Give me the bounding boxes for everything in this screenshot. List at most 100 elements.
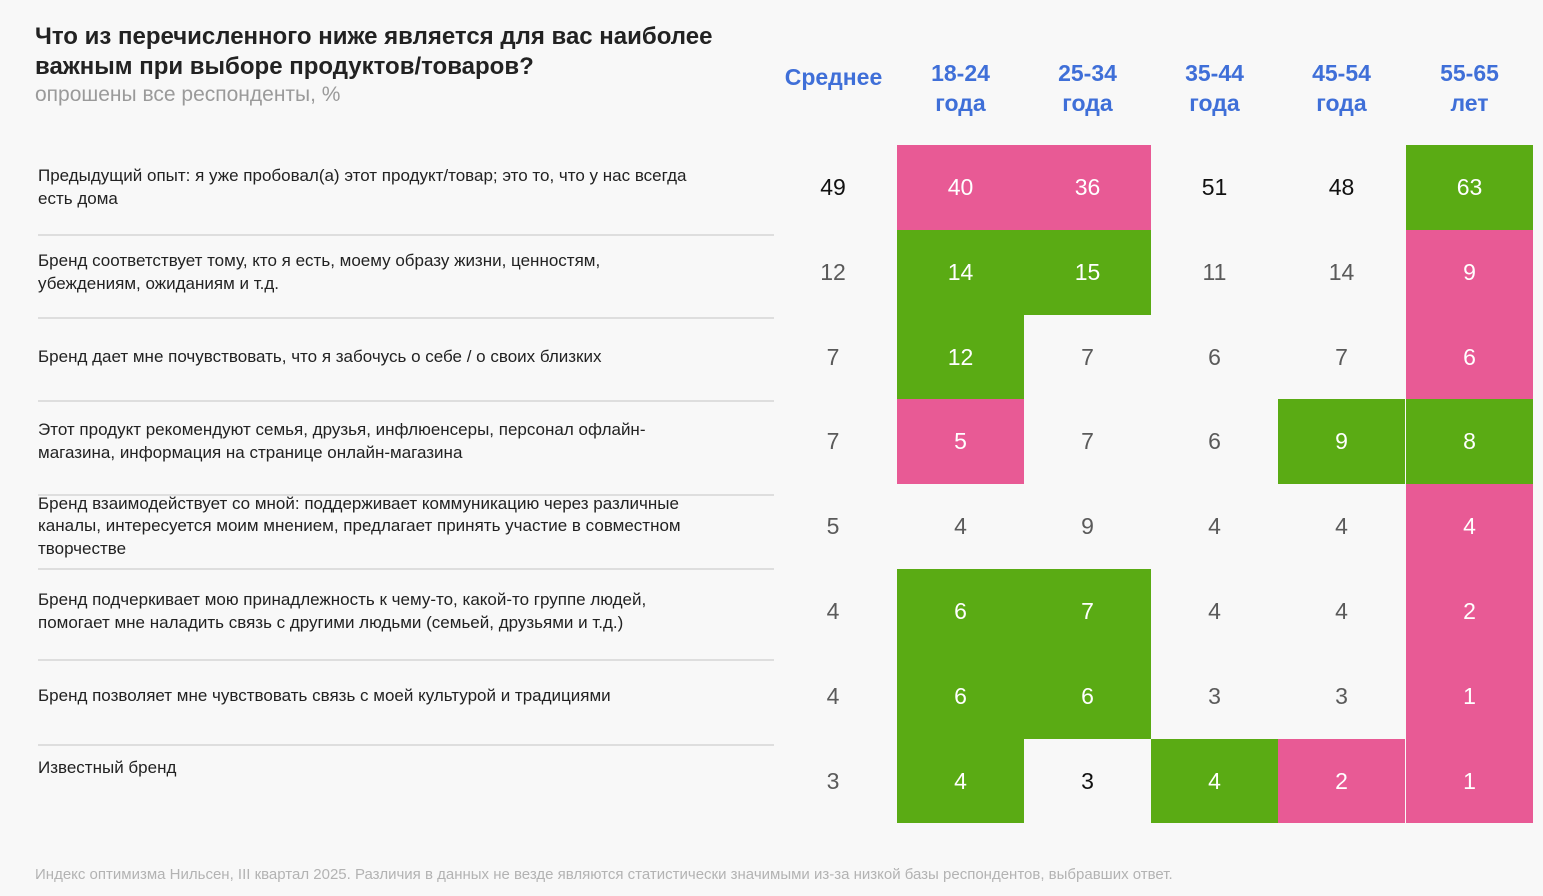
- table-cell: 3: [1278, 654, 1405, 739]
- table-cell: 3: [1024, 739, 1151, 823]
- cell-value: 4: [954, 767, 967, 794]
- row-label: Предыдущий опыт: я уже пробовал(а) этот …: [38, 165, 774, 210]
- table-cell: 4: [1151, 569, 1278, 654]
- cell-value: 4: [1208, 767, 1221, 794]
- table-cell: 63: [1406, 145, 1533, 230]
- cell-value: 7: [1081, 343, 1094, 370]
- cell-value: 4: [826, 683, 840, 709]
- cell-value: 48: [1328, 174, 1355, 200]
- column-header-2: 25-34 года: [1024, 58, 1151, 118]
- cell-value: 6: [954, 598, 967, 624]
- cell-value: 9: [1335, 428, 1348, 454]
- row-label-line-1: Предыдущий опыт: я уже пробовал(а) этот …: [38, 166, 687, 185]
- table-cell: 2: [1406, 569, 1533, 654]
- table-cell: 5: [770, 484, 896, 569]
- cell-value: 7: [826, 343, 840, 370]
- cell-value: 1: [1463, 683, 1476, 709]
- table-cell: 7: [1024, 399, 1151, 484]
- cell-value: 7: [826, 428, 840, 454]
- table-cell: 5: [897, 399, 1024, 484]
- chart-title-line-2: важным при выборе продуктов/товаров?: [35, 53, 534, 80]
- cell-value: 6: [1208, 343, 1221, 370]
- row-label: Бренд дает мне почувствовать, что я забо…: [38, 346, 774, 369]
- table-cell: 14: [1278, 230, 1405, 315]
- table-cell: 49: [770, 145, 896, 230]
- chart-title: Что из перечисленного ниже является для …: [35, 22, 795, 82]
- column-header-line-2: года: [935, 90, 986, 116]
- column-header-line-1: 35-44: [1185, 60, 1244, 86]
- column-header-line-1: 18-24: [931, 60, 990, 86]
- table-cell: 8: [1406, 399, 1533, 484]
- column-header-0: Среднее: [770, 62, 897, 92]
- cell-value: 6: [1463, 343, 1476, 370]
- table-cell: 12: [770, 230, 896, 315]
- column-header-line-2: лет: [1450, 90, 1489, 116]
- column-header-line-1: Среднее: [784, 64, 883, 90]
- table-cell: 48: [1278, 145, 1405, 230]
- cell-value: 11: [1202, 259, 1227, 285]
- table-cell: 12: [897, 315, 1024, 399]
- cell-value: 49: [820, 174, 846, 200]
- row-label-line-2: магазина, информация на странице онлайн-…: [38, 442, 463, 462]
- cell-value: 51: [1201, 174, 1228, 200]
- column-header-4: 45-54 года: [1278, 58, 1405, 118]
- table-cell: 6: [1024, 654, 1151, 739]
- row-label: Этот продукт рекомендуют семья, друзья, …: [38, 419, 774, 464]
- table-cell: 4: [1406, 484, 1533, 569]
- row-label: Бренд взаимодействует со мной: поддержив…: [38, 493, 774, 561]
- column-header-line-2: года: [1062, 90, 1113, 116]
- row-label-line-1: Бренд взаимодействует со мной: поддержив…: [38, 493, 679, 513]
- table-cell: 6: [1151, 315, 1278, 399]
- row-separator: [38, 494, 774, 496]
- cell-value: 7: [1081, 598, 1094, 624]
- row-label-line-2: есть дома: [38, 188, 118, 208]
- row-label-line-2: помогает мне наладить связь с другими лю…: [38, 612, 624, 632]
- cell-value: 2: [1335, 767, 1348, 794]
- column-header-line-2: года: [1189, 90, 1240, 116]
- table-cell: 9: [1278, 399, 1405, 484]
- cell-value: 5: [954, 428, 967, 454]
- row-label-line-1: Бренд подчеркивает мою принадлежность к …: [38, 590, 647, 609]
- cell-value: 8: [1463, 428, 1476, 454]
- row-separator: [38, 234, 774, 236]
- cell-value: 4: [954, 513, 967, 539]
- cell-value: 9: [1463, 259, 1476, 285]
- row-separator: [38, 568, 774, 570]
- cell-value: 4: [1335, 598, 1348, 624]
- cell-value: 9: [1081, 513, 1094, 539]
- footnote: Индекс оптимизма Нильсен, III квартал 20…: [35, 866, 1173, 883]
- row-separator: [38, 659, 774, 661]
- cell-value: 36: [1074, 174, 1101, 200]
- column-header-line-1: 45-54: [1312, 60, 1371, 86]
- table-cell: 4: [897, 739, 1024, 823]
- table-cell: 1: [1406, 739, 1533, 823]
- table-cell: 9: [1406, 230, 1533, 315]
- table-cell: 6: [897, 569, 1024, 654]
- table-cell: 2: [1278, 739, 1405, 823]
- cell-value: 6: [1081, 683, 1094, 709]
- cell-value: 4: [1463, 513, 1476, 539]
- cell-value: 6: [1208, 428, 1221, 454]
- table-cell: 4: [1278, 484, 1405, 569]
- cell-value: 63: [1456, 174, 1483, 200]
- table-cell: 7: [1278, 315, 1405, 399]
- cell-value: 4: [1335, 513, 1348, 539]
- row-label-line-2: убеждениям, ожиданиям и т.д.: [38, 273, 279, 293]
- row-separator: [38, 744, 774, 746]
- cell-value: 4: [1208, 513, 1221, 539]
- row-label-line-3: творчестве: [38, 538, 127, 558]
- cell-value: 12: [947, 343, 974, 370]
- cell-value: 5: [826, 513, 840, 539]
- cell-value: 4: [826, 598, 840, 624]
- table-cell: 1: [1406, 654, 1533, 739]
- cell-value: 7: [1335, 343, 1348, 370]
- cell-value: 2: [1463, 598, 1476, 624]
- table-cell: 4: [770, 654, 896, 739]
- table-cell: 7: [1024, 569, 1151, 654]
- table-cell: 4: [897, 484, 1024, 569]
- table-cell: 7: [1024, 315, 1151, 399]
- table-cell: 40: [897, 145, 1024, 230]
- cell-value: 6: [954, 683, 967, 709]
- chart-subtitle: опрошены все респонденты, %: [35, 83, 341, 106]
- row-label: Бренд позволяет мне чувствовать связь с …: [38, 685, 774, 708]
